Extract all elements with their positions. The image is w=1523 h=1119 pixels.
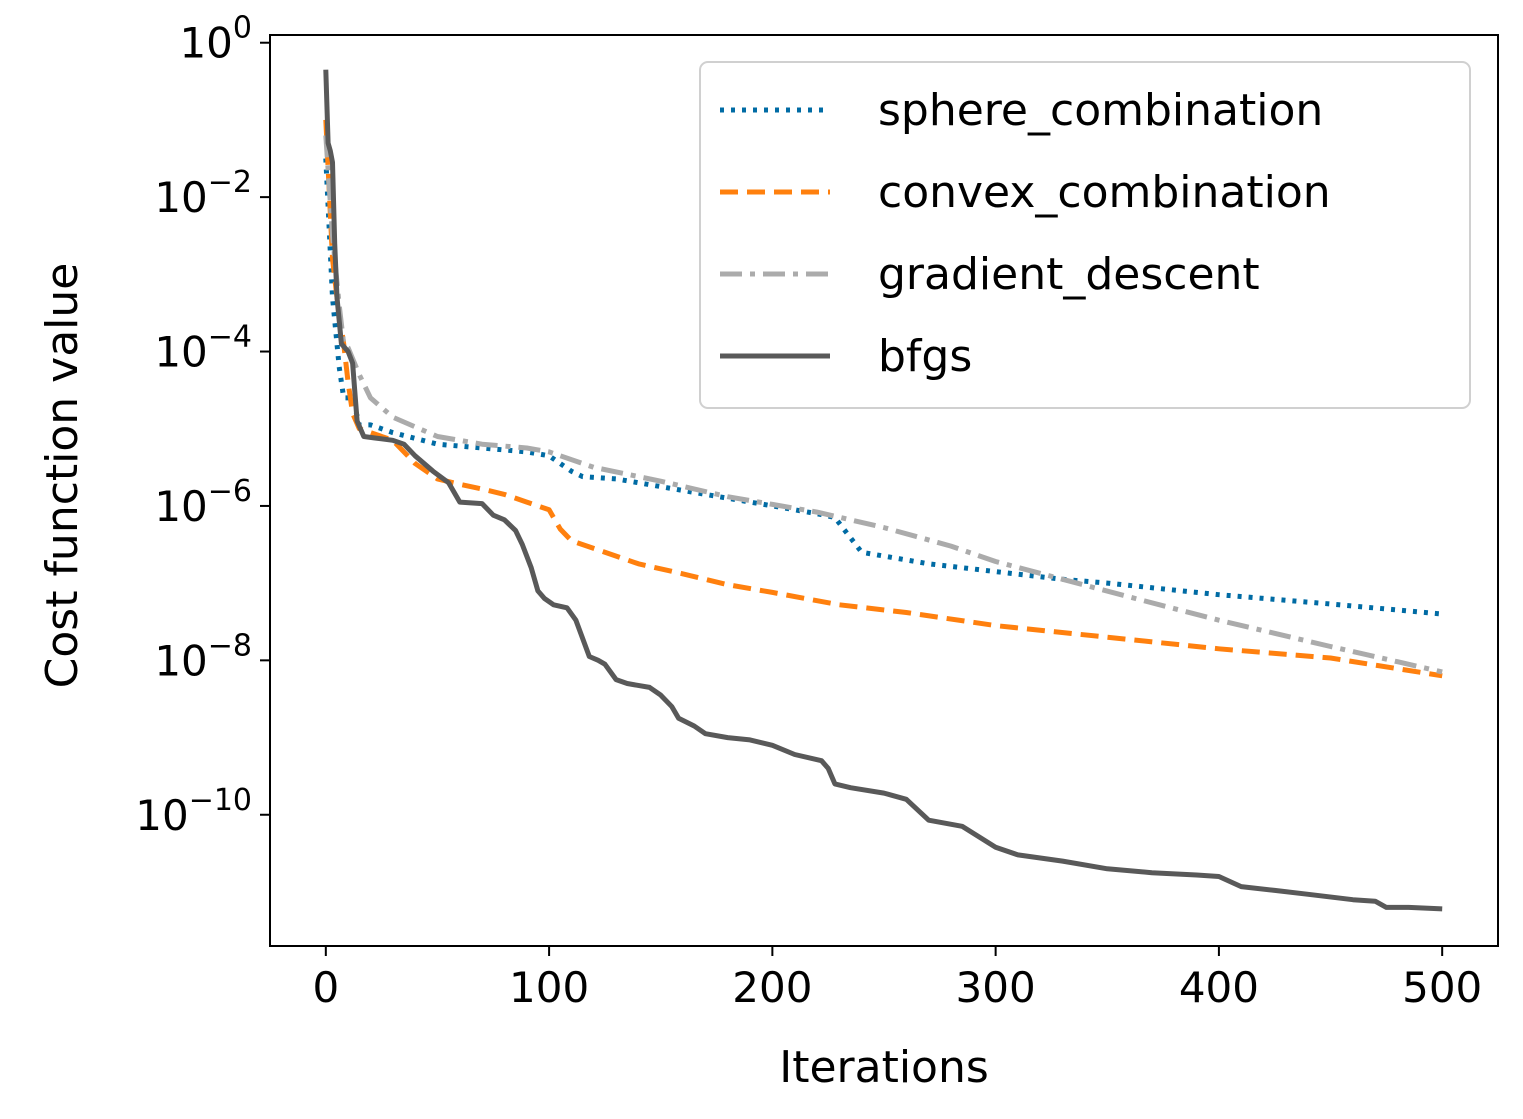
- x-tick-label: 200: [732, 963, 812, 1012]
- legend-label: sphere_combination: [878, 85, 1323, 136]
- x-tick-label: 500: [1402, 963, 1482, 1012]
- y-tick-label: 10−4: [154, 320, 252, 377]
- y-axis-label: Cost function value: [37, 263, 88, 689]
- legend-label: gradient_descent: [878, 249, 1260, 300]
- legend-label: bfgs: [878, 331, 972, 382]
- x-tick-label: 100: [509, 963, 589, 1012]
- legend-label: convex_combination: [878, 167, 1331, 218]
- plot-lines: [323, 69, 1443, 912]
- plot-frame: [269, 34, 1499, 947]
- y-tick-label: 10−2: [154, 165, 252, 222]
- y-tick-label: 10−8: [154, 628, 252, 685]
- x-axis: 0 100 200 300 400 500: [312, 946, 1482, 1012]
- x-tick-label: 0: [312, 963, 339, 1012]
- y-tick-label: 100: [179, 11, 252, 68]
- x-tick-label: 400: [1179, 963, 1259, 1012]
- x-tick-label: 300: [956, 963, 1036, 1012]
- y-axis: 100 10−2 10−4 10−6 10−8 10−10: [135, 11, 270, 840]
- series-line-convex_combination: [323, 119, 1443, 679]
- legend: sphere_combination convex_combinationgrad…: [699, 61, 1471, 409]
- y-tick-label: 10−10: [135, 783, 252, 840]
- y-tick-label: 10−6: [154, 474, 252, 531]
- series-line-bfgs: [323, 69, 1443, 912]
- x-axis-label: Iterations: [779, 1042, 989, 1093]
- legend-box: [699, 61, 1471, 409]
